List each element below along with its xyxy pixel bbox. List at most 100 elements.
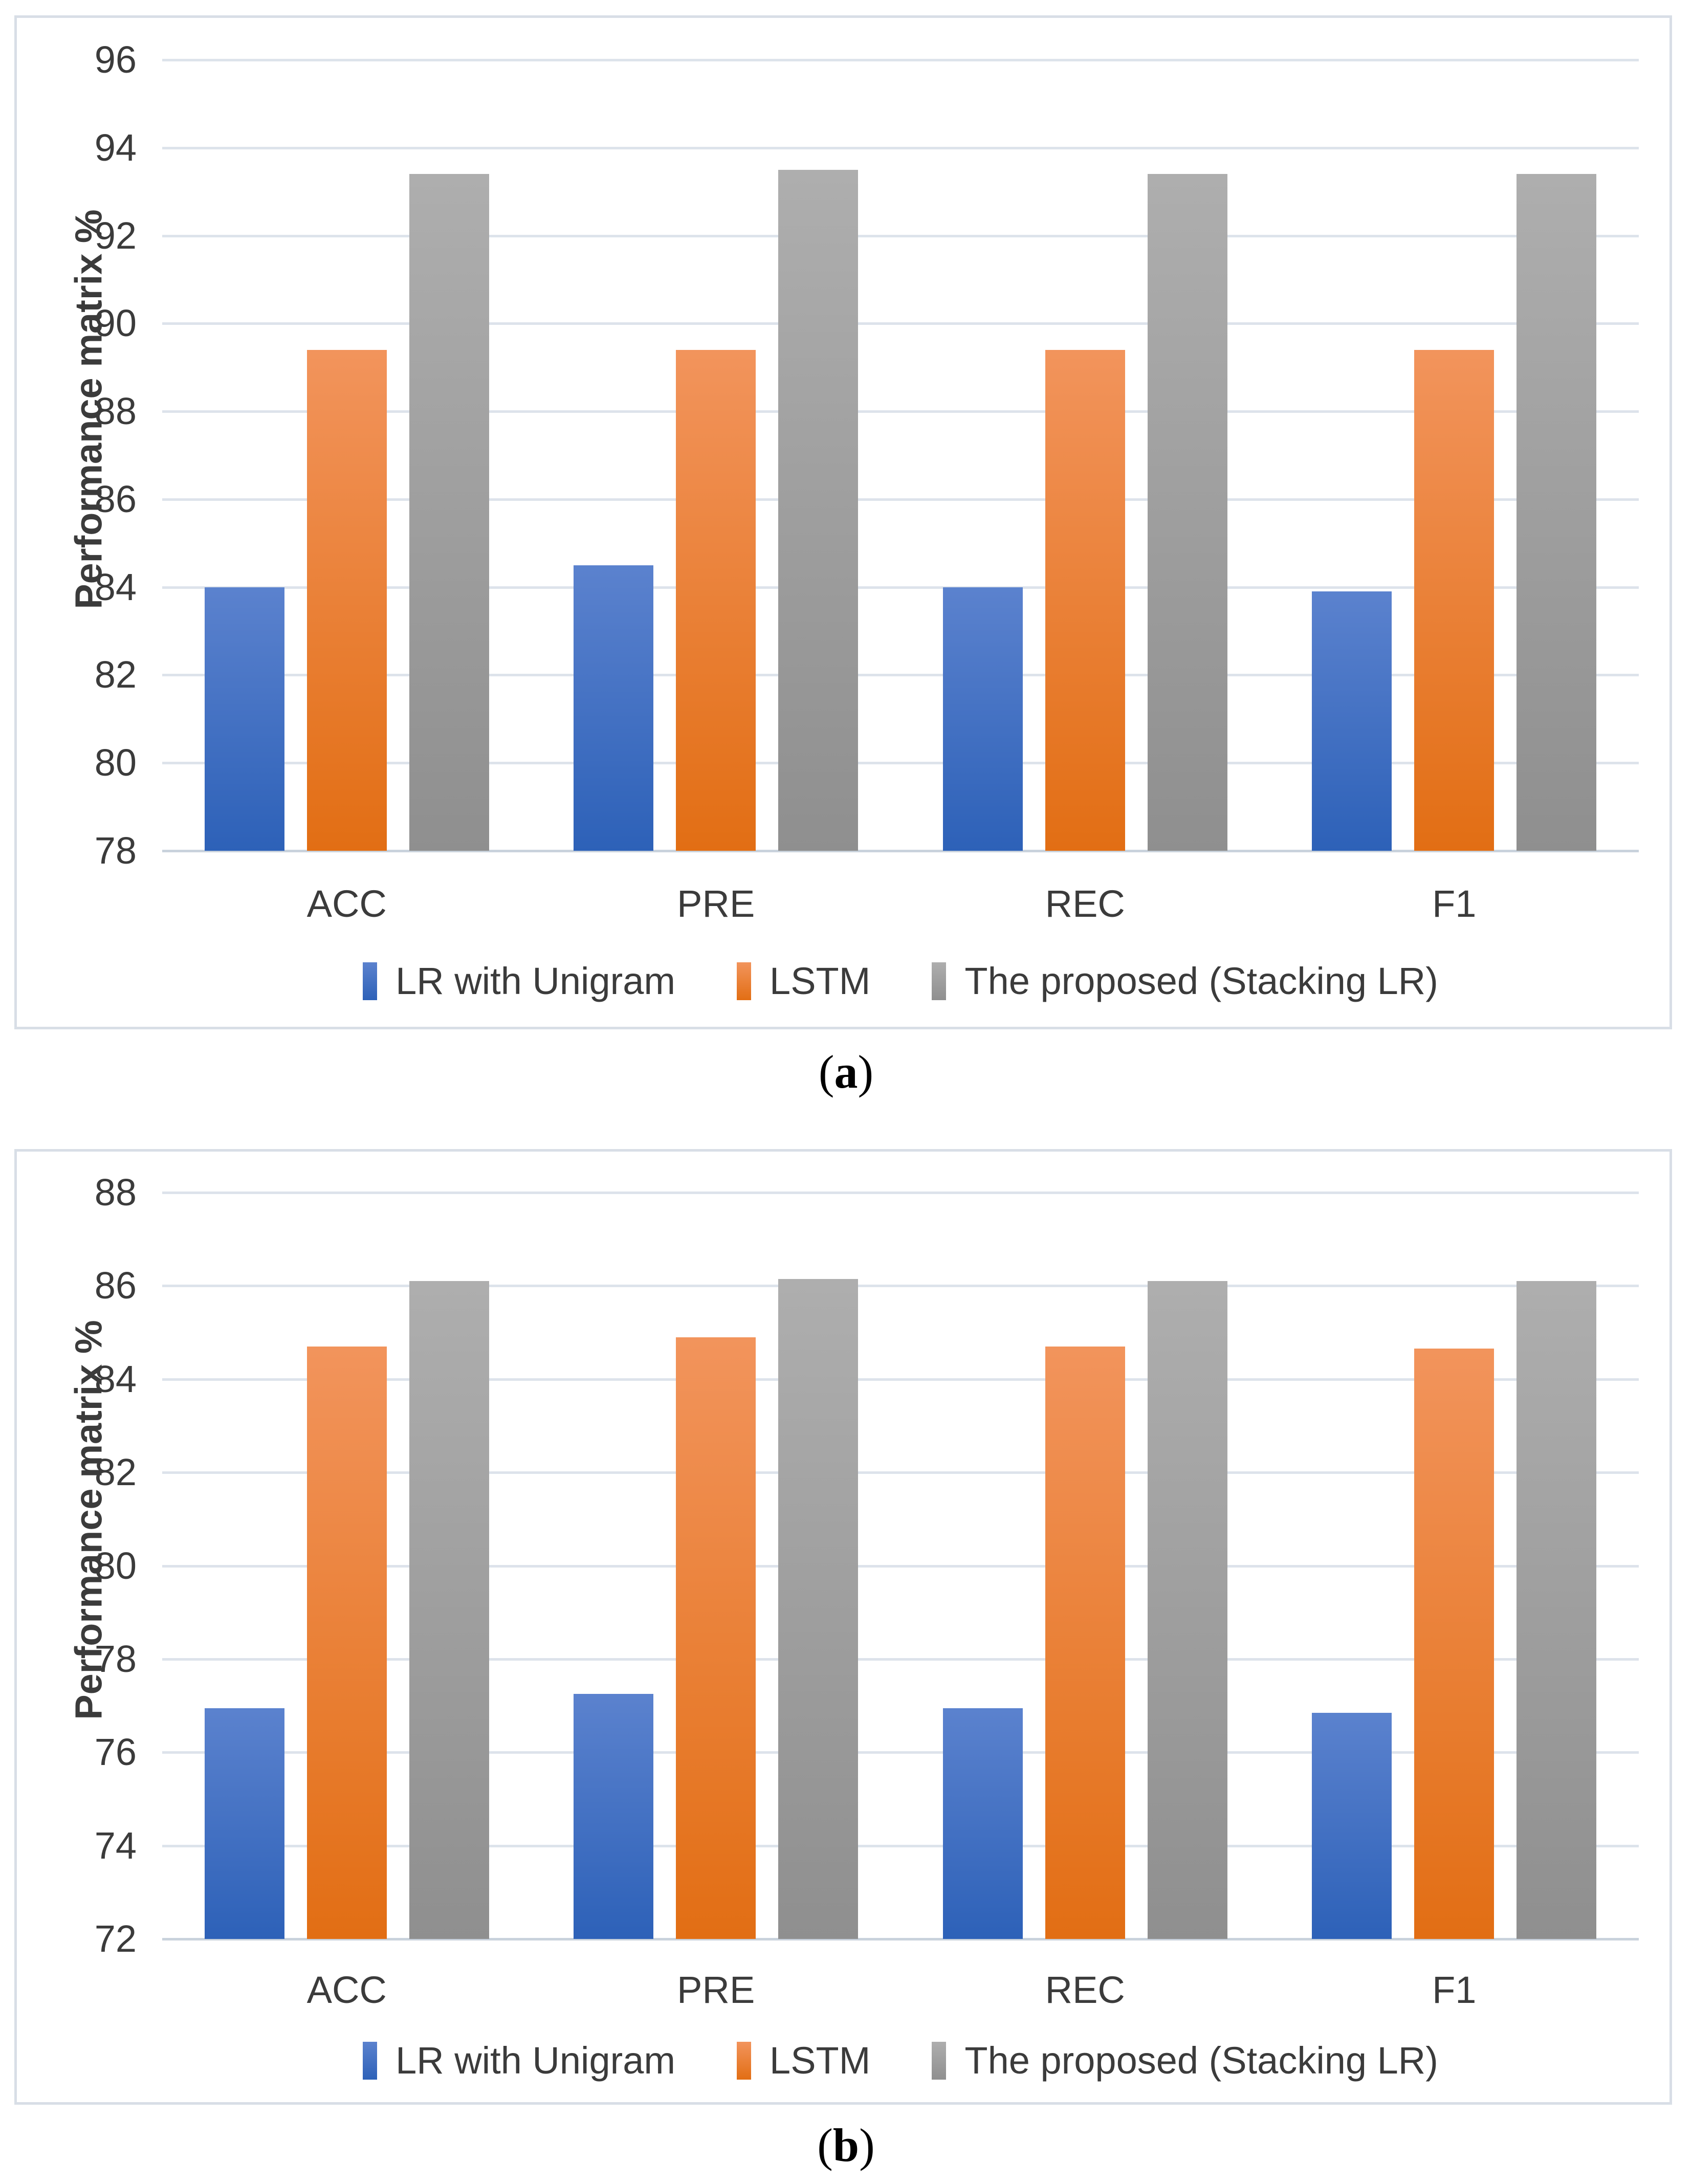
bar-lstm-rec bbox=[1045, 349, 1125, 851]
panel-b: Performance matrix % LR with Unigram LSTM… bbox=[14, 1149, 1672, 2105]
gridline bbox=[162, 146, 1639, 149]
x-axis-line bbox=[162, 850, 1639, 852]
y-tick-label: 80 bbox=[94, 741, 137, 784]
bar-the-proposed-stacking-lr--acc bbox=[409, 1281, 489, 1939]
bar-the-proposed-stacking-lr--rec bbox=[1147, 1281, 1227, 1939]
bar-lr-with-unigram-rec bbox=[942, 1708, 1023, 1939]
y-tick-label: 84 bbox=[94, 565, 137, 608]
gridline bbox=[162, 1844, 1639, 1847]
y-tick-label: 78 bbox=[94, 829, 137, 872]
bar-lr-with-unigram-acc bbox=[204, 1708, 284, 1939]
caption-open-paren: ( bbox=[817, 2119, 833, 2171]
bar-lr-with-unigram-acc bbox=[204, 587, 284, 851]
y-tick-label: 96 bbox=[94, 38, 137, 81]
panel-caption-a: (a) bbox=[0, 1039, 1692, 1105]
legend-marker-icon bbox=[932, 2042, 947, 2080]
bar-the-proposed-stacking-lr--acc bbox=[409, 174, 489, 851]
legend-item: LSTM bbox=[737, 2040, 870, 2081]
x-category-label: F1 bbox=[1432, 883, 1477, 925]
y-tick-label: 86 bbox=[94, 477, 137, 520]
y-tick-label: 94 bbox=[94, 126, 137, 169]
caption-open-paren: ( bbox=[818, 1046, 834, 1098]
bar-lstm-pre bbox=[676, 1337, 756, 1939]
y-tick-label: 78 bbox=[94, 1637, 137, 1680]
legend-label: LSTM bbox=[770, 2039, 871, 2082]
x-category-label: ACC bbox=[306, 883, 387, 925]
bar-the-proposed-stacking-lr--f1 bbox=[1517, 174, 1597, 851]
y-tick-label: 76 bbox=[94, 1731, 137, 1774]
gridline bbox=[162, 1378, 1639, 1381]
x-category-label: F1 bbox=[1432, 1969, 1477, 2011]
legend-item: LR with Unigram bbox=[363, 2040, 675, 2081]
gridline bbox=[162, 59, 1639, 61]
y-tick-label: 86 bbox=[94, 1264, 137, 1307]
gridline bbox=[162, 1285, 1639, 1288]
bar-lr-with-unigram-pre bbox=[574, 565, 654, 851]
legend-marker-icon bbox=[737, 962, 752, 1000]
bar-lr-with-unigram-pre bbox=[574, 1694, 654, 1939]
bar-lstm-f1 bbox=[1414, 349, 1495, 851]
bar-the-proposed-stacking-lr--pre bbox=[778, 1278, 859, 1939]
y-tick-label: 74 bbox=[94, 1824, 137, 1867]
y-tick-label: 80 bbox=[94, 1544, 137, 1587]
gridline bbox=[162, 322, 1639, 325]
legend-marker-icon bbox=[737, 2042, 752, 2080]
caption-close-paren: ) bbox=[858, 1046, 874, 1098]
x-axis-line bbox=[162, 1938, 1639, 1940]
gridline bbox=[162, 410, 1639, 413]
plot-area bbox=[162, 1192, 1639, 1940]
caption-close-paren: ) bbox=[859, 2119, 875, 2171]
x-category-label: PRE bbox=[677, 1969, 755, 2011]
caption-letter: b bbox=[832, 2119, 860, 2171]
legend-label: LR with Unigram bbox=[395, 2039, 676, 2082]
panel-a: Performance matrix % LR with Unigram LSTM… bbox=[14, 15, 1672, 1029]
y-tick-label: 92 bbox=[94, 214, 137, 257]
gridline bbox=[162, 1192, 1639, 1194]
bar-lstm-acc bbox=[306, 1346, 387, 1939]
y-tick-label: 72 bbox=[94, 1917, 137, 1960]
y-tick-label: 84 bbox=[94, 1357, 137, 1400]
x-category-label: REC bbox=[1045, 883, 1125, 925]
plot-area bbox=[162, 59, 1639, 852]
bar-lstm-pre bbox=[676, 349, 756, 851]
gridline bbox=[162, 498, 1639, 501]
legend: LR with Unigram LSTM The proposed (Stackin… bbox=[162, 958, 1639, 1004]
legend: LR with Unigram LSTM The proposed (Stackin… bbox=[162, 2038, 1639, 2084]
legend-label: The proposed (Stacking LR) bbox=[964, 960, 1438, 1002]
bar-lstm-acc bbox=[306, 349, 387, 851]
bar-lr-with-unigram-f1 bbox=[1312, 1712, 1392, 1939]
bar-the-proposed-stacking-lr--rec bbox=[1147, 174, 1227, 851]
x-category-label: PRE bbox=[677, 883, 755, 925]
bar-the-proposed-stacking-lr--f1 bbox=[1517, 1281, 1597, 1939]
legend-label: The proposed (Stacking LR) bbox=[964, 2039, 1438, 2082]
legend-marker-icon bbox=[932, 962, 947, 1000]
bar-the-proposed-stacking-lr--pre bbox=[778, 169, 859, 851]
gridline bbox=[162, 674, 1639, 677]
gridline bbox=[162, 1564, 1639, 1568]
y-tick-label: 82 bbox=[94, 653, 137, 696]
x-category-label: REC bbox=[1045, 1969, 1125, 2011]
bar-lstm-f1 bbox=[1414, 1349, 1495, 1939]
gridline bbox=[162, 234, 1639, 237]
caption-letter: a bbox=[834, 1046, 858, 1098]
gridline bbox=[162, 1751, 1639, 1754]
legend-label: LR with Unigram bbox=[395, 960, 676, 1002]
legend-marker-icon bbox=[363, 962, 378, 1000]
y-tick-label: 90 bbox=[94, 302, 137, 345]
gridline bbox=[162, 762, 1639, 765]
legend-item: LSTM bbox=[737, 961, 870, 1002]
y-tick-label: 82 bbox=[94, 1451, 137, 1494]
legend-marker-icon bbox=[363, 2042, 378, 2080]
y-tick-label: 88 bbox=[94, 1171, 137, 1214]
y-tick-label: 88 bbox=[94, 390, 137, 433]
bar-lstm-rec bbox=[1045, 1346, 1125, 1939]
panel-caption-b: (b) bbox=[0, 2112, 1692, 2178]
bar-lr-with-unigram-rec bbox=[942, 587, 1023, 851]
legend-label: LSTM bbox=[770, 960, 871, 1002]
gridline bbox=[162, 1471, 1639, 1474]
legend-item: The proposed (Stacking LR) bbox=[932, 961, 1438, 1002]
legend-item: LR with Unigram bbox=[363, 961, 675, 1002]
legend-item: The proposed (Stacking LR) bbox=[932, 2040, 1438, 2081]
bar-lr-with-unigram-f1 bbox=[1312, 591, 1392, 851]
